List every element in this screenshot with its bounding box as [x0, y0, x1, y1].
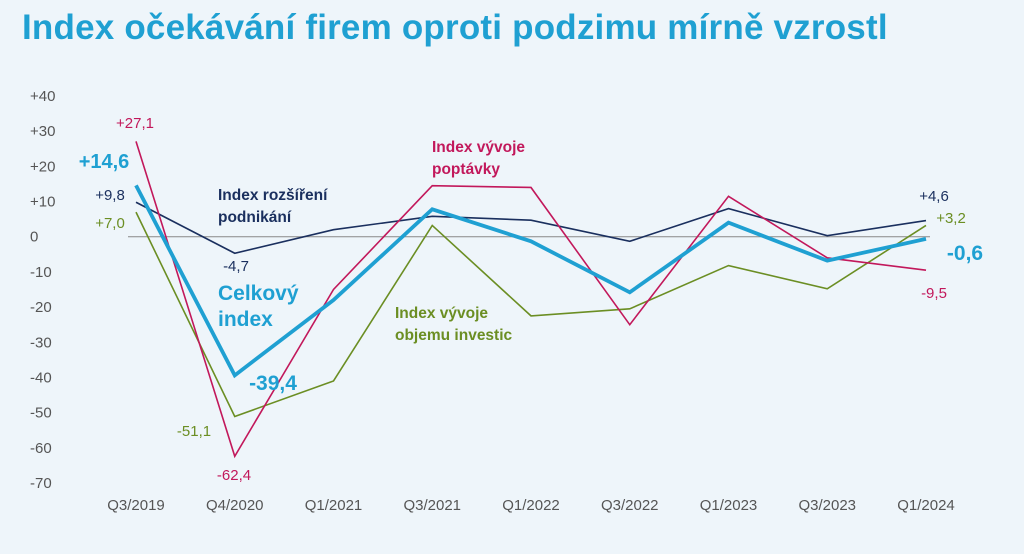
y-tick-label: +20 [30, 158, 55, 175]
y-tick-label: -60 [30, 440, 52, 457]
series-name-label: Index rozšíření [218, 187, 328, 204]
series-line-0 [135, 201, 927, 255]
data-label: +3,2 [936, 210, 966, 227]
y-tick-label: -40 [30, 369, 52, 386]
data-label: +9,8 [95, 187, 125, 204]
series-name-label: podnikání [218, 209, 292, 226]
x-tick-label: Q3/2019 [107, 497, 165, 514]
series-name-label: Index vývoje [395, 305, 488, 322]
series-name-label: index [218, 308, 273, 331]
x-tick-label: Q3/2021 [403, 497, 461, 514]
y-tick-label: +40 [30, 88, 55, 105]
x-tick-label: Q4/2020 [206, 497, 264, 514]
x-tick-label: Q3/2023 [798, 497, 856, 514]
x-tick-label: Q1/2023 [700, 497, 758, 514]
y-tick-label: -70 [30, 475, 52, 492]
data-label: +14,6 [79, 151, 130, 173]
data-label: -62,4 [217, 467, 251, 484]
data-label: +27,1 [116, 115, 154, 132]
y-tick-label: -10 [30, 264, 52, 281]
series-line-2 [135, 211, 927, 418]
y-tick-label: 0 [30, 229, 38, 246]
x-tick-label: Q1/2022 [502, 497, 560, 514]
data-label: -39,4 [249, 372, 297, 395]
data-label: +4,6 [919, 188, 949, 205]
data-label: -51,1 [177, 423, 211, 440]
x-tick-label: Q1/2021 [305, 497, 363, 514]
data-label: -4,7 [223, 258, 249, 275]
series-line-3 [134, 184, 927, 379]
series-name-label: objemu investic [395, 327, 513, 344]
y-tick-label: -20 [30, 299, 52, 316]
series-line-1 [135, 141, 927, 459]
data-label: -9,5 [921, 285, 947, 302]
y-tick-label: -30 [30, 334, 52, 351]
chart-title: Index očekávání firem oproti podzimu mír… [22, 8, 888, 47]
y-tick-label: +30 [30, 123, 55, 140]
data-label: +7,0 [95, 215, 125, 232]
data-label: -0,6 [947, 242, 983, 265]
x-tick-label: Q3/2022 [601, 497, 659, 514]
x-tick-label: Q1/2024 [897, 497, 955, 514]
series-name-label: Index vývoje [432, 139, 525, 156]
y-tick-label: +10 [30, 194, 55, 211]
series-name-label: poptávky [432, 161, 500, 178]
series-name-label: Celkový [218, 282, 299, 305]
y-tick-label: -50 [30, 405, 52, 422]
